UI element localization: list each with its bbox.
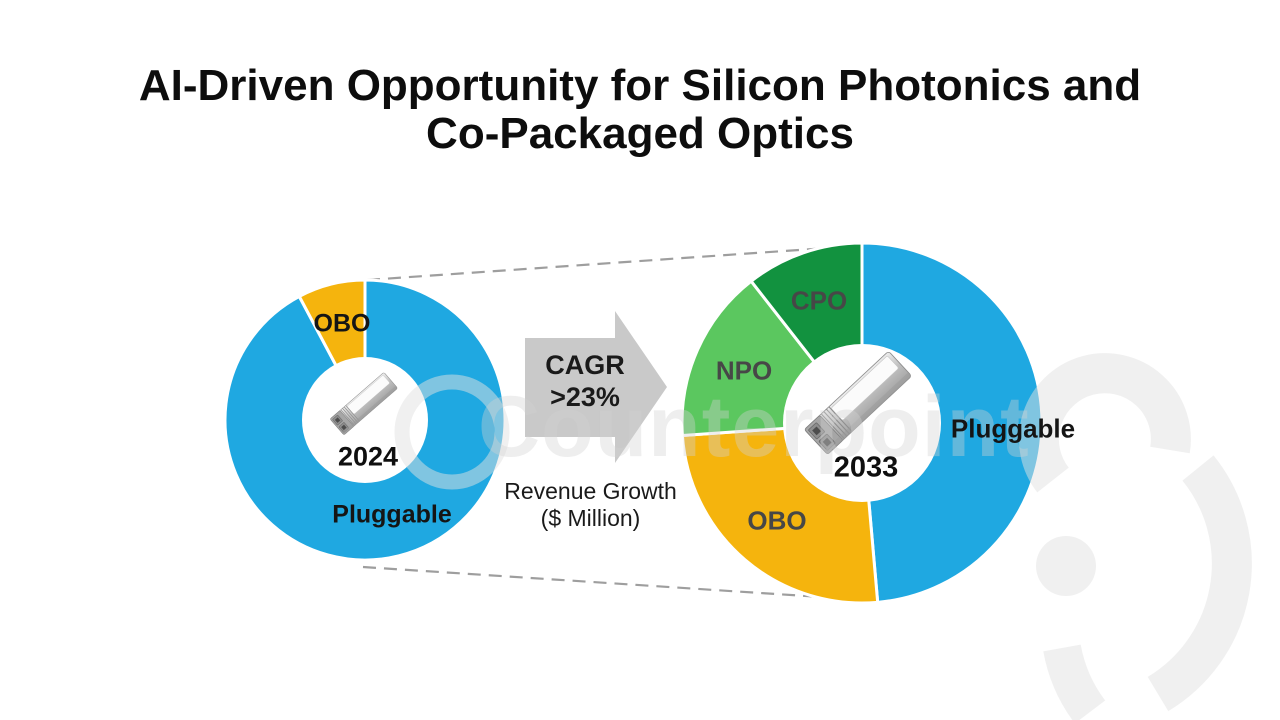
donut-chart-2024 xyxy=(223,278,507,562)
expansion-dashed-line-top xyxy=(366,244,857,282)
donut-2024-hole xyxy=(302,357,428,483)
expansion-dashed-line-bottom xyxy=(362,565,853,601)
donut-chart-2033 xyxy=(680,241,1044,605)
donut-2033-hole xyxy=(783,344,941,502)
growth-arrow-icon xyxy=(525,311,667,463)
